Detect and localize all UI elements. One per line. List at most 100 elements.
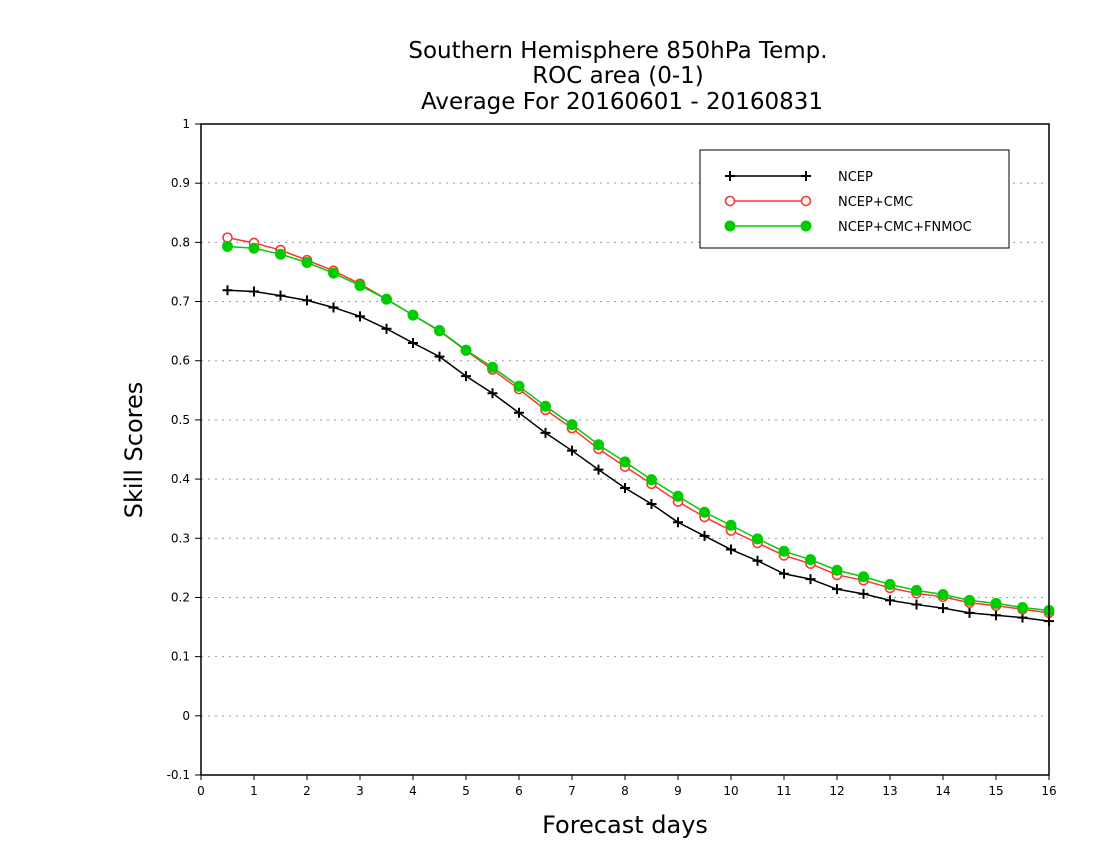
chart-title-line-3: Average For 20160601 - 20160831 [421,89,823,115]
data-point [434,325,445,337]
data-point [699,530,710,541]
x-tick-label: 0 [197,784,205,798]
series-line [227,245,1050,612]
x-tick-label: 3 [356,784,364,798]
x-tick-label: 16 [1041,784,1056,798]
chart-title-line-2: ROC area (0-1) [532,63,704,89]
y-tick-label: 0.6 [171,354,190,368]
data-point [831,564,843,576]
data-point [911,584,922,596]
data-point [725,519,737,531]
x-tick-label: 15 [988,784,1003,798]
x-tick-label: 4 [409,784,417,798]
y-tick-label: 0 [182,709,190,723]
chart-title-line-1: Southern Hemisphere 850hPa Temp. [408,38,827,64]
series-ncep-plus-cmc-plus-fnmoc [222,241,1055,616]
data-point [328,267,339,279]
data-point [514,407,524,418]
data-point [672,490,684,502]
data-point [328,302,339,313]
legend-label: NCEP+CMC+FNMOC [838,220,972,235]
data-point [381,323,392,334]
legend-marker [800,220,812,232]
x-tick-label: 6 [515,784,523,798]
data-point [302,295,312,306]
data-point [354,280,366,292]
data-point [964,607,975,618]
y-tick-label: 0.1 [171,650,190,664]
x-tick-label: 9 [674,784,682,798]
data-point [673,517,683,528]
data-point [1017,602,1028,614]
legend-entry: NCEP+CMC+FNMOC [724,220,972,235]
data-point [938,603,948,614]
x-tick-label: 1 [250,784,258,798]
data-point [407,309,419,321]
data-point [222,241,233,253]
data-point [620,482,630,493]
y-tick-label: 0.5 [171,413,190,427]
data-point [540,400,551,412]
data-point [275,248,286,260]
data-point [964,594,975,606]
data-point [805,574,816,585]
data-point [752,555,763,566]
data-point [593,439,604,451]
legend-box [699,149,1010,249]
legend-label: NCEP+CMC [838,195,913,210]
x-tick-label: 11 [776,784,791,798]
legend-marker [725,171,735,181]
data-point [460,344,472,356]
data-point [726,544,736,555]
data-point [805,554,816,566]
x-axis-label: Forecast days [542,811,708,839]
data-point [275,290,286,301]
data-point [593,464,604,475]
y-axis-ticks: -0.1 0 0.1 0.2 0.3 0.4 0.5 0.6 0.7 0.8 0.9 1 [167,117,201,782]
series-line [227,289,1050,622]
data-point [752,533,763,545]
x-tick-label: 5 [462,784,470,798]
data-point [832,584,842,595]
x-tick-label: 8 [621,784,629,798]
y-tick-label: 1 [182,117,190,131]
y-tick-label: 0.8 [171,235,190,249]
x-tick-label: 10 [723,784,738,798]
legend-entry: NCEP [725,170,873,185]
data-point [885,595,895,606]
legend-marker [724,195,736,207]
data-point [222,232,233,243]
legend-label: NCEP [838,170,873,185]
data-point [381,293,392,305]
y-tick-label: 0.2 [171,590,190,604]
series-ncep-plus-cmc [222,232,1055,619]
data-point [937,588,949,600]
grid-lines [201,182,1049,717]
x-tick-label: 7 [568,784,576,798]
series-line [227,236,1050,614]
data-point [487,361,498,373]
y-tick-label: 0.3 [171,531,190,545]
data-point [991,610,1001,621]
data-point [408,337,418,348]
data-point [779,568,789,579]
legend-marker [800,195,812,207]
data-point [487,388,498,399]
data-point [567,445,577,456]
y-tick-label: -0.1 [167,768,190,782]
y-tick-label: 0.9 [171,176,190,190]
data-point [619,456,631,468]
x-axis-ticks: 0 1 2 3 4 5 6 7 8 9 10 11 12 13 14 15 16 [197,775,1057,798]
data-point [858,588,869,599]
legend-marker [724,220,736,232]
y-tick-label: 0.4 [171,472,190,486]
data-point [858,571,869,583]
y-tick-label: 0.7 [171,295,190,309]
series-lines [222,232,1055,627]
legend: NCEP NCEP+CMC NCEP+CMC+FNMOC [699,149,1010,249]
x-tick-label: 13 [882,784,897,798]
data-point [461,371,471,382]
series-ncep [222,285,1054,627]
chart-title: Southern Hemisphere 850hPa Temp. ROC are… [408,38,827,115]
